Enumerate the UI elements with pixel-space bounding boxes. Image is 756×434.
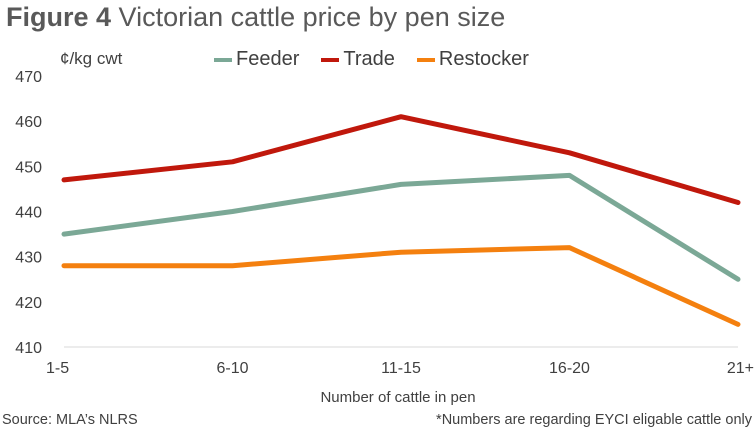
legend-item-feeder: Feeder (214, 48, 299, 71)
legend-swatch-restocker (416, 57, 435, 62)
legend: Feeder Trade Restocker (214, 48, 551, 71)
x-tick-label: 16-20 (549, 360, 590, 377)
x-axis-title: Number of cattle in pen (320, 389, 475, 406)
figure-number: Figure 4 (6, 2, 112, 32)
series-line-restocker (61, 245, 741, 327)
y-tick-label: 410 (15, 340, 42, 357)
legend-label-trade: Trade (343, 48, 395, 70)
series-line-trade (61, 114, 741, 205)
legend-swatch-trade (321, 57, 340, 62)
y-tick-label: 450 (15, 159, 42, 176)
x-tick-label: 6-10 (216, 360, 248, 377)
unit-label: ¢/kg cwt (60, 49, 123, 68)
eligibility-note: *Numbers are regarding EYCI eligable cat… (436, 412, 752, 428)
x-tick-label: 21+ (727, 360, 754, 377)
chart-title: Figure 4 Victorian cattle price by pen s… (6, 2, 505, 33)
legend-item-trade: Trade (321, 48, 395, 71)
legend-swatch-feeder (214, 57, 232, 62)
x-tick-label: 11-15 (381, 360, 421, 377)
y-tick-label: 430 (15, 250, 42, 267)
x-tick-label: 1-5 (46, 360, 69, 377)
y-tick-label: 470 (15, 69, 42, 86)
legend-label-restocker: Restocker (438, 48, 529, 70)
legend-label-feeder: Feeder (236, 48, 300, 70)
y-tick-label: 460 (15, 114, 42, 131)
source-note: Source: MLA’s NLRS (2, 412, 138, 428)
y-tick-label: 440 (15, 205, 42, 222)
series-line-feeder (61, 172, 741, 282)
figure-title: Victorian cattle price by pen size (118, 2, 506, 32)
legend-item-restocker: Restocker (416, 48, 529, 71)
y-tick-label: 420 (15, 295, 42, 312)
